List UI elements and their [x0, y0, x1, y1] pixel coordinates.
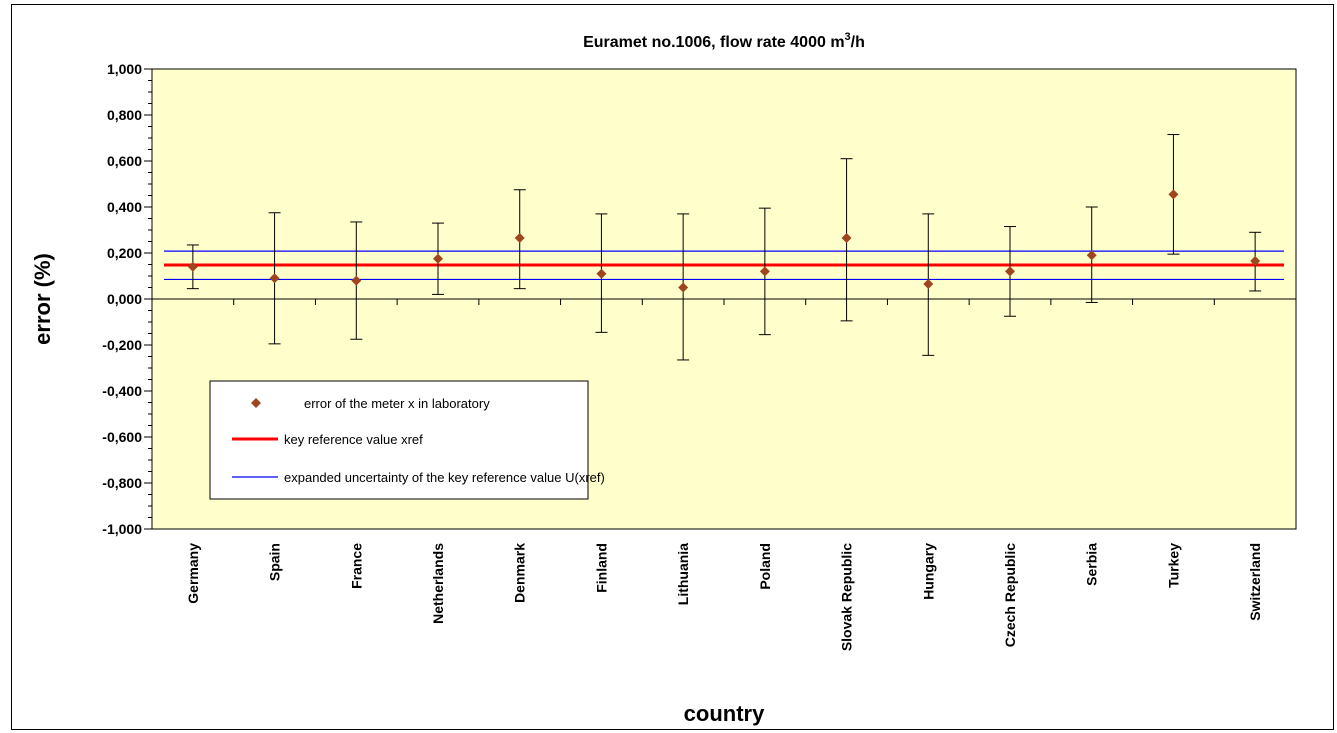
data-point — [351, 275, 362, 286]
category-label: Denmark — [512, 543, 528, 603]
y-tick-label: -1,000 — [102, 521, 142, 537]
data-point — [514, 233, 525, 244]
category-label: Slovak Republic — [839, 543, 855, 651]
data-point — [1005, 266, 1015, 277]
y-tick-label: -0,400 — [102, 383, 142, 399]
category-label: Lithuania — [675, 543, 691, 605]
legend-diamond-marker — [251, 398, 261, 408]
chart-title-superscript: 3 — [845, 31, 851, 43]
legend-label-uncertainty: expanded uncertainty of the key referenc… — [284, 470, 605, 485]
category-label: Switzerland — [1247, 543, 1263, 621]
data-point — [841, 233, 852, 244]
category-label: Netherlands — [430, 543, 446, 624]
data-point — [678, 282, 689, 293]
data-points — [187, 189, 1261, 293]
chart-svg: Euramet no.1006, flow rate 4000 m3/h 1,0… — [30, 31, 1297, 726]
chart-title: Euramet no.1006, flow rate 4000 m3/h — [583, 31, 865, 51]
category-labels: Germany Spain France Netherlands Denmark Finl… — [185, 543, 1263, 651]
y-tick-label: 0,800 — [107, 107, 142, 123]
category-label: Hungary — [920, 543, 936, 600]
data-point — [433, 253, 443, 264]
category-label: Poland — [757, 543, 773, 590]
data-point — [1086, 250, 1097, 261]
y-tick-label: -0,600 — [102, 429, 142, 445]
data-point — [923, 279, 934, 290]
category-label: France — [348, 543, 364, 589]
legend: error of the meter x in laboratory key r… — [209, 380, 605, 500]
data-point — [269, 273, 280, 284]
x-axis-title: country — [684, 701, 765, 726]
y-axis-title: error (%) — [30, 253, 55, 345]
legend-label-error: error of the meter x in laboratory — [304, 396, 490, 411]
reference-lines — [164, 250, 1284, 281]
category-label: Finland — [593, 543, 609, 593]
data-point — [596, 268, 607, 279]
legend-label-key-reference: key reference value xref — [284, 432, 423, 447]
x-axis — [151, 298, 1297, 305]
data-point — [759, 266, 770, 277]
y-tick-label: -0,200 — [102, 337, 142, 353]
chart-title-suffix: /h — [851, 34, 865, 51]
chart-frame: Euramet no.1006, flow rate 4000 m3/h 1,0… — [11, 4, 1334, 730]
category-label: Spain — [267, 543, 283, 581]
category-label: Serbia — [1084, 543, 1100, 586]
y-tick-label: 1,000 — [107, 61, 142, 77]
y-tick-label: 0,200 — [107, 245, 142, 261]
chart-title-main: Euramet no.1006, flow rate 4000 m — [583, 34, 844, 51]
y-axis: 1,000 0,800 0,600 0,400 0,200 0,000 -0,200 -0,4… — [102, 61, 153, 537]
y-tick-label: -0,800 — [102, 475, 142, 491]
y-tick-label: 0,000 — [107, 291, 142, 307]
category-label: Germany — [185, 543, 201, 604]
data-point — [1250, 256, 1261, 267]
y-tick-label: 0,400 — [107, 199, 142, 215]
y-tick-label: 0,600 — [107, 153, 142, 169]
category-label: Czech Republic — [1002, 543, 1018, 647]
category-label: Turkey — [1165, 543, 1181, 588]
data-point — [187, 261, 198, 272]
data-point — [1168, 189, 1179, 200]
